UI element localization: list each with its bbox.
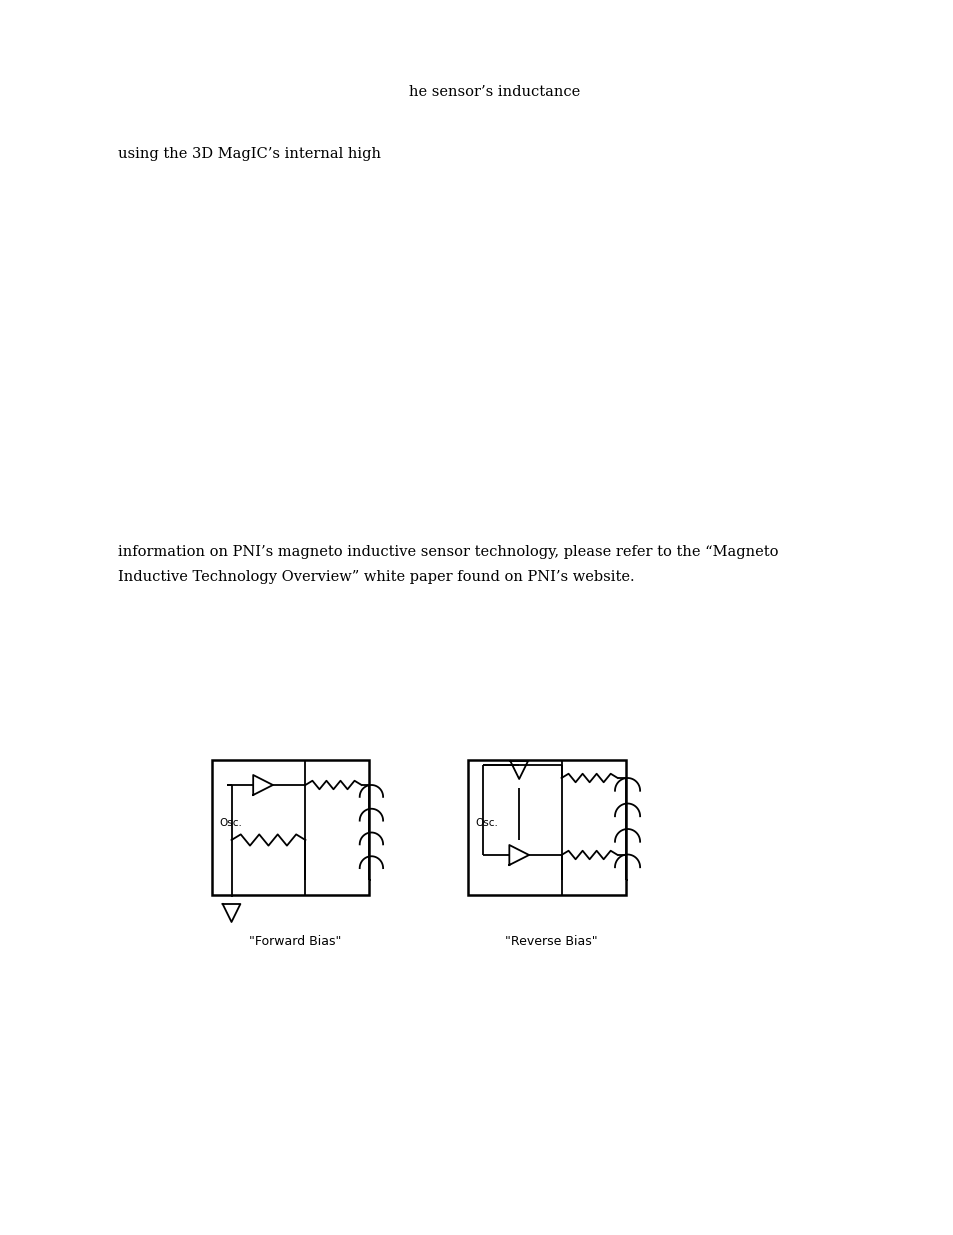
Bar bbox=[212, 760, 369, 895]
Text: using the 3D MagIC’s internal high: using the 3D MagIC’s internal high bbox=[118, 147, 381, 161]
Text: Inductive Technology Overview” white paper found on PNI’s website.: Inductive Technology Overview” white pap… bbox=[118, 571, 634, 584]
Text: "Reverse Bias": "Reverse Bias" bbox=[505, 935, 598, 948]
Text: information on PNI’s magneto inductive sensor technology, please refer to the “M: information on PNI’s magneto inductive s… bbox=[118, 545, 778, 559]
Text: he sensor’s inductance: he sensor’s inductance bbox=[409, 85, 579, 99]
Text: "Forward Bias": "Forward Bias" bbox=[249, 935, 341, 948]
Bar bbox=[468, 760, 625, 895]
Text: Osc.: Osc. bbox=[219, 818, 242, 827]
Text: Osc.: Osc. bbox=[476, 818, 498, 827]
